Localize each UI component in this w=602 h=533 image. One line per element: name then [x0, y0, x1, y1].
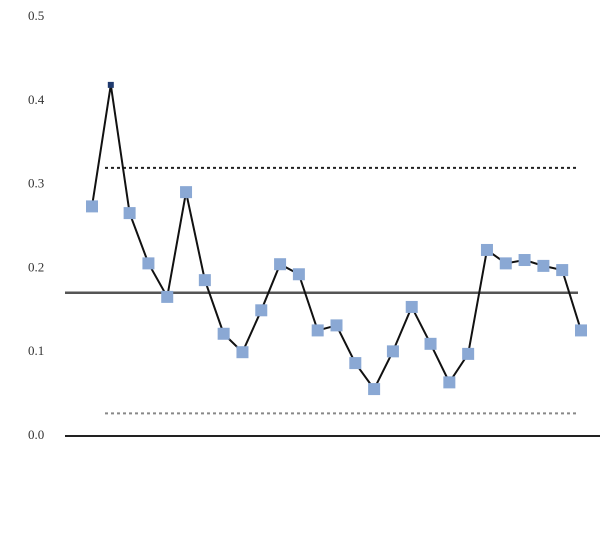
marker [123, 207, 136, 220]
marker [480, 243, 493, 256]
marker [292, 268, 305, 281]
marker [86, 200, 98, 213]
marker [107, 81, 114, 88]
marker [499, 257, 512, 270]
y-tick-label: 0.5 [28, 8, 44, 23]
y-tick-label: 0.4 [28, 92, 45, 107]
marker [180, 186, 193, 199]
marker [255, 304, 268, 317]
marker [556, 264, 569, 277]
marker [349, 357, 362, 370]
y-tick-label: 0.1 [28, 343, 44, 358]
marker [217, 327, 230, 340]
marker [386, 345, 399, 358]
marker [368, 383, 381, 396]
marker [142, 257, 155, 270]
y-tick-label: 0.3 [28, 176, 44, 191]
y-tick-label: 0.0 [28, 427, 44, 442]
marker [274, 258, 287, 271]
series-line [91, 84, 582, 391]
marker [311, 324, 324, 337]
marker [330, 319, 343, 332]
marker [575, 324, 587, 337]
marker [405, 300, 418, 313]
marker [198, 274, 211, 287]
marker [537, 259, 550, 272]
marker [424, 337, 437, 350]
y-tick-label: 0.2 [28, 259, 44, 274]
marker [443, 376, 456, 389]
marker [518, 254, 531, 267]
marker [236, 346, 249, 359]
marker [462, 347, 475, 360]
marker [161, 290, 174, 303]
